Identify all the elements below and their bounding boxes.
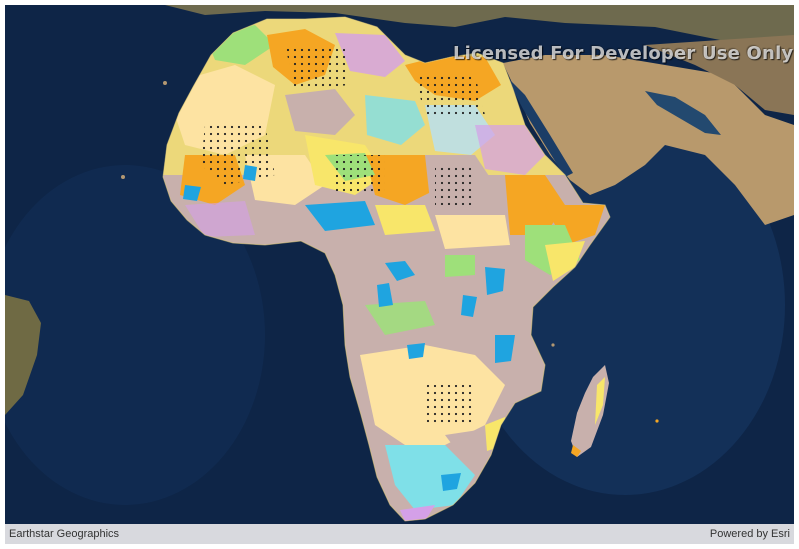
mauritius-island (655, 419, 659, 423)
cape-verde (121, 175, 125, 179)
attribution-text: Earthstar Geographics (9, 528, 120, 540)
ocean-shallow-area-west (5, 165, 265, 505)
attribution-bar: Earthstar Geographics Powered by Esri (5, 524, 794, 544)
map-canvas[interactable] (5, 5, 794, 524)
powered-by-esri-link[interactable]: Powered by Esri (709, 528, 790, 540)
arabian-peninsula (503, 55, 794, 225)
madagascar-east-unit (595, 377, 605, 425)
watermark-text: Licensed For Developer Use Only (453, 43, 794, 64)
south-america-tip (5, 295, 41, 415)
persian-gulf (645, 91, 721, 135)
africa-coastline (162, 16, 611, 522)
canary-islands (163, 81, 167, 85)
europe-land (165, 5, 794, 45)
comoros-island (551, 343, 555, 347)
map-view[interactable]: Licensed For Developer Use Only Earthsta… (5, 5, 794, 544)
madagascar-coast-unit (571, 445, 581, 457)
red-sea (505, 75, 573, 177)
iran-land (645, 35, 794, 115)
